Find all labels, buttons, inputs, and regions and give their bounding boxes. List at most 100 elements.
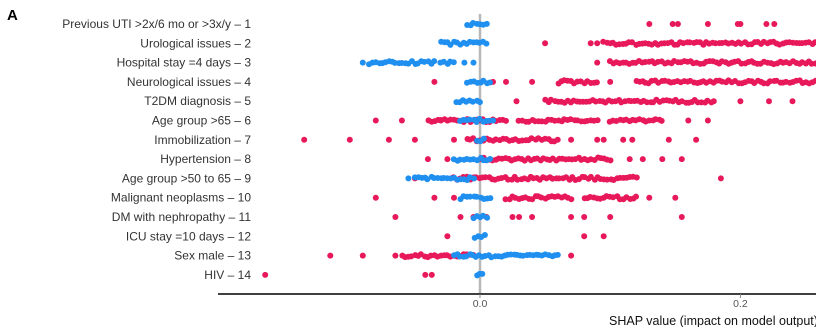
shap-point <box>766 98 772 105</box>
shap-point <box>431 78 438 85</box>
shap-point <box>451 136 457 143</box>
shap-point <box>385 136 392 143</box>
shap-point <box>424 156 431 163</box>
shap-point <box>737 21 744 27</box>
shap-point <box>359 252 366 259</box>
shap-point <box>471 175 477 182</box>
shap-point <box>717 175 724 182</box>
feature-label: Sex male – 13 <box>174 249 251 263</box>
shap-point <box>444 233 451 240</box>
shap-point <box>503 78 509 85</box>
shap-point <box>451 194 457 201</box>
feature-label: DM with nephropathy – 11 <box>112 210 252 224</box>
shap-point <box>629 39 635 46</box>
shap-point <box>646 194 653 201</box>
shap-point <box>581 214 588 220</box>
shap-point <box>593 79 600 86</box>
shap-point <box>812 77 816 84</box>
shap-point <box>487 195 494 202</box>
shap-point <box>483 20 490 27</box>
shap-point <box>470 59 477 66</box>
shap-point <box>594 117 601 124</box>
shap-point <box>262 271 269 278</box>
shap-point <box>568 214 575 220</box>
shap-point <box>587 40 594 47</box>
shap-point <box>461 59 468 66</box>
feature-label: Urological issues – 2 <box>140 36 251 50</box>
shap-point <box>665 136 672 143</box>
shap-point <box>509 214 516 220</box>
feature-label: HIV – 14 <box>204 268 251 282</box>
shap-point <box>483 40 490 47</box>
shap-point <box>620 136 627 143</box>
shap-point <box>581 233 588 240</box>
feature-label: Neurological issues – 4 <box>127 75 251 89</box>
feature-label: Hypertension – 8 <box>160 152 251 166</box>
shap-point <box>444 156 451 163</box>
panel-label: A <box>7 7 18 24</box>
shap-point <box>490 117 497 124</box>
shap-point <box>600 136 607 143</box>
shap-point <box>372 194 379 201</box>
shap-point <box>607 214 614 220</box>
x-tick-label: 0.2 <box>733 298 748 310</box>
shap-point <box>466 116 473 123</box>
feature-label: Age group >50 to 65 – 9 <box>122 171 251 185</box>
feature-label: T2DM diagnosis – 5 <box>144 94 251 108</box>
shap-point <box>812 39 816 46</box>
shap-point <box>554 136 561 143</box>
shap-point <box>346 136 353 143</box>
shap-point <box>431 58 438 65</box>
shap-point <box>411 136 418 143</box>
shap-point <box>554 251 561 258</box>
shap-point <box>704 117 711 124</box>
dot-layer <box>262 20 816 279</box>
shap-point <box>568 136 575 143</box>
shap-point <box>437 117 444 124</box>
shap-point <box>372 117 379 124</box>
shap-point <box>812 60 816 67</box>
feature-labels: Previous UTI >2x/6 mo or >3x/y – 1 Urolog… <box>62 17 251 282</box>
shap-point <box>301 136 308 143</box>
feature-label: Hospital stay =4 days – 3 <box>117 56 252 70</box>
x-tick-label: 0.0 <box>473 298 488 310</box>
shap-point <box>529 214 536 220</box>
shap-point <box>405 175 412 182</box>
shap-point <box>542 40 549 47</box>
shap-point <box>516 214 523 220</box>
shap-point <box>659 156 666 163</box>
shap-point <box>685 117 692 124</box>
shap-point <box>594 40 601 47</box>
shap-point <box>431 194 438 201</box>
shap-point <box>359 59 366 66</box>
feature-label: Immobilization – 7 <box>154 133 251 147</box>
shap-point <box>594 136 601 143</box>
shap-point <box>568 252 575 259</box>
shap-point <box>457 214 464 220</box>
shap-point <box>484 214 491 221</box>
shap-point <box>789 98 796 105</box>
feature-label: ICU stay =10 days – 12 <box>126 229 251 243</box>
shap-point <box>450 59 457 66</box>
shap-point <box>763 21 770 27</box>
shap-point <box>513 98 520 105</box>
shap-point <box>672 194 679 201</box>
shap-point <box>629 136 636 143</box>
shap-point <box>568 196 575 203</box>
shap-point <box>476 99 483 106</box>
shap-point <box>487 79 493 86</box>
shap-point <box>658 117 665 124</box>
shap-point <box>424 176 431 183</box>
shap-point <box>327 252 334 259</box>
shap-point <box>607 157 614 164</box>
shap-point <box>710 98 717 105</box>
shap-point <box>633 174 640 181</box>
feature-label: Malignant neoplasms – 10 <box>111 191 251 205</box>
shap-point <box>594 59 601 66</box>
shap-point <box>737 98 744 105</box>
shap-point <box>771 21 778 27</box>
shap-point <box>422 271 429 278</box>
shap-point <box>398 117 405 124</box>
shap-point <box>633 193 639 200</box>
